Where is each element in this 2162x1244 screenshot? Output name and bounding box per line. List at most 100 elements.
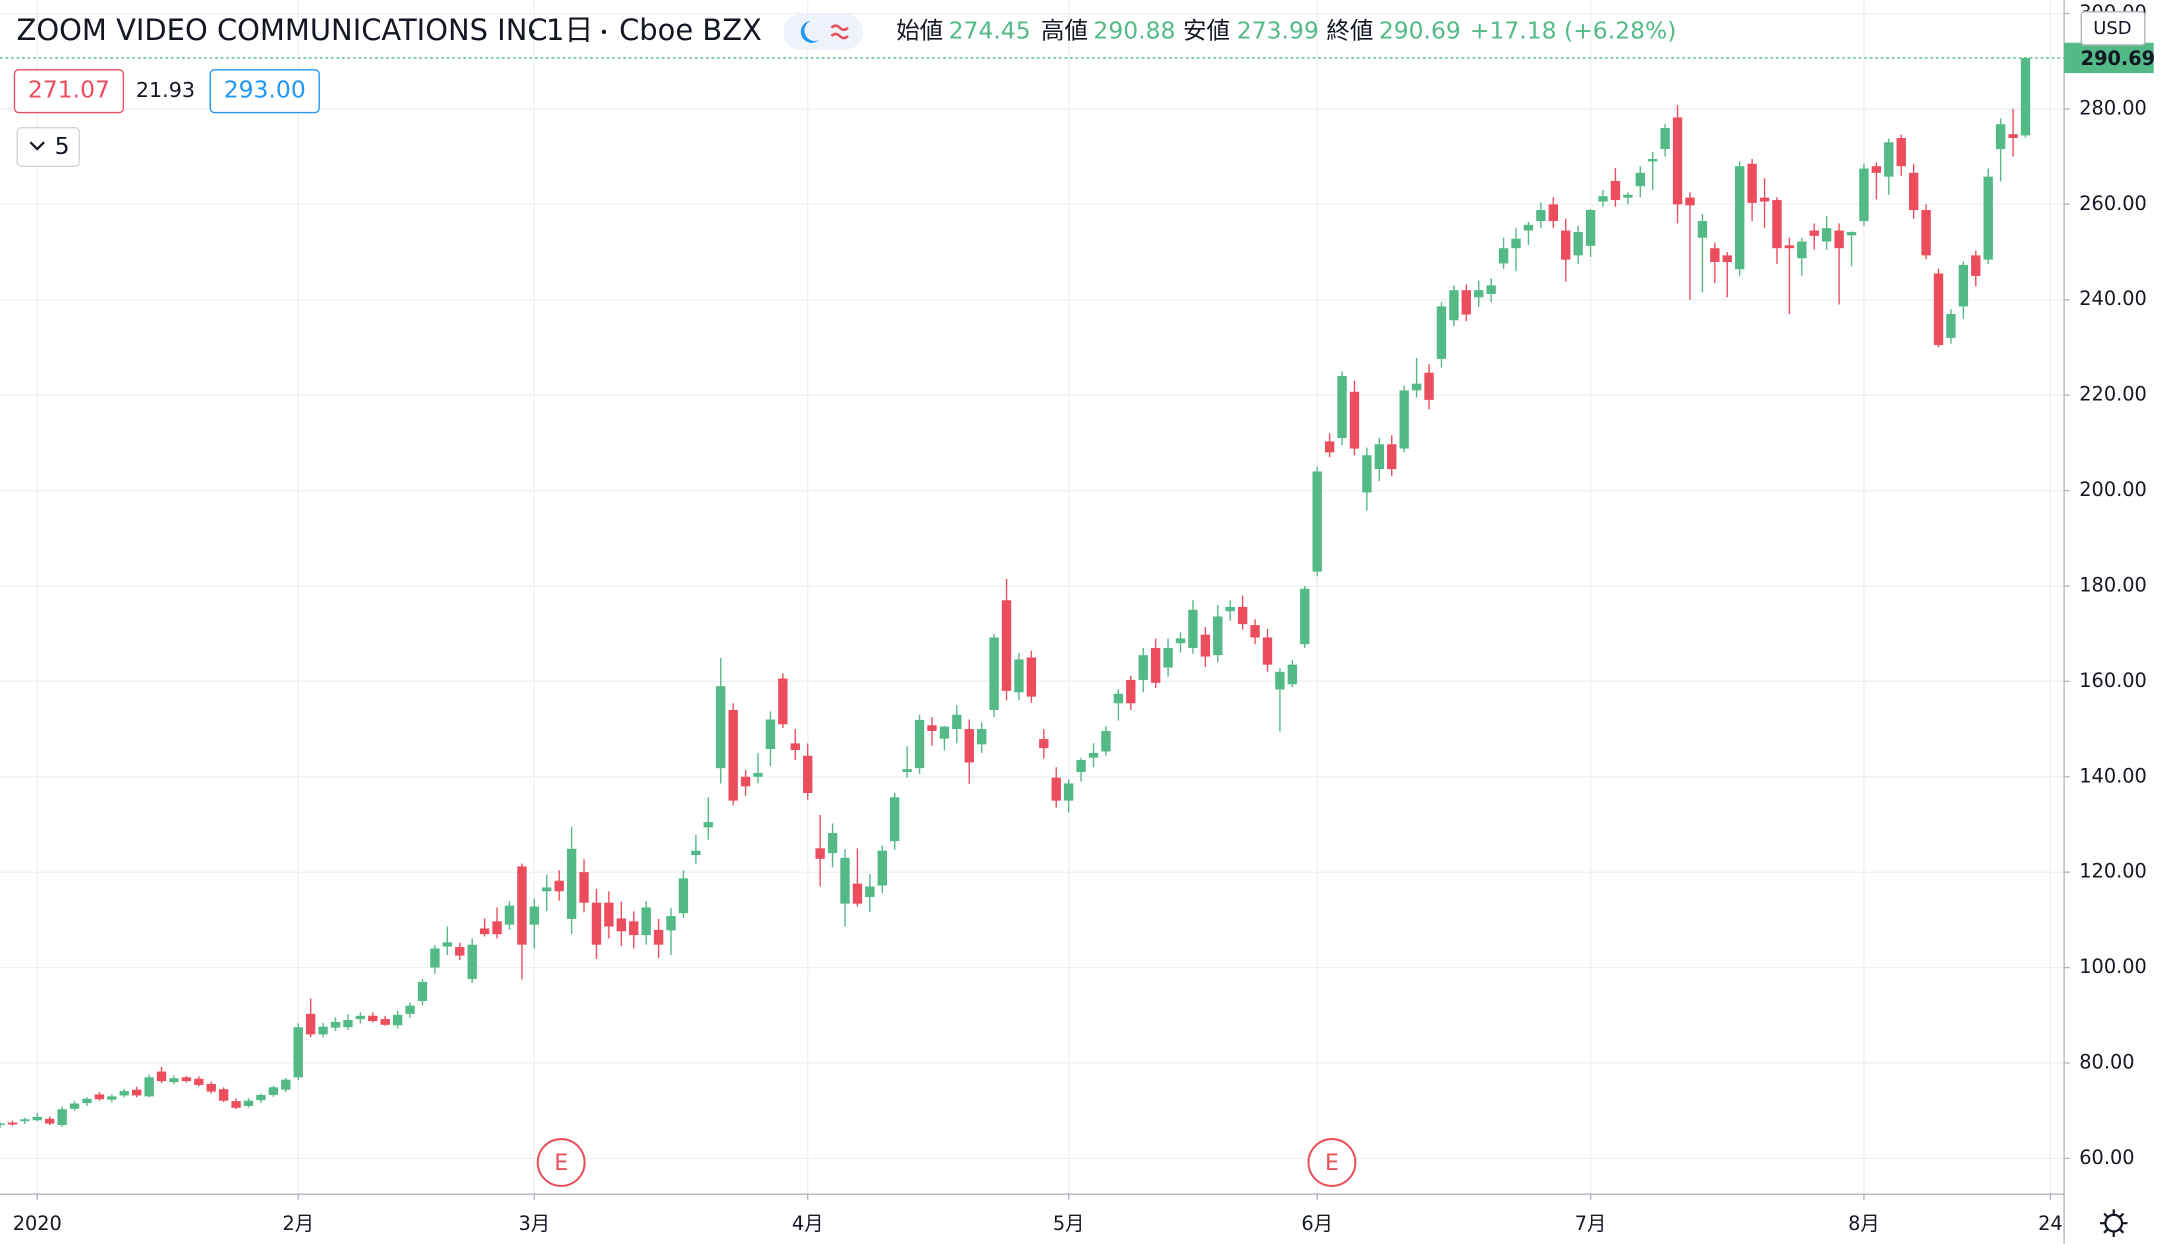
candle-body [417, 981, 428, 1001]
y-tick-label: 260.00 [2079, 192, 2147, 215]
earnings-marker[interactable] [1307, 1138, 1357, 1187]
candle-body [1598, 196, 1608, 202]
candle-body [107, 1096, 117, 1100]
header: ZOOM VIDEO COMMUNICATIONS INC 1日 Cboe BZ… [13, 13, 1677, 167]
separator [601, 29, 607, 35]
candle-body [1113, 693, 1124, 704]
candle-body [492, 921, 502, 935]
last-price-tag [2064, 42, 2154, 74]
candle-body [1300, 588, 1310, 645]
candle-body [1710, 248, 1720, 263]
candle-body [542, 887, 552, 892]
buy-button[interactable] [209, 69, 320, 114]
candle-body [1001, 600, 1012, 691]
candle-body [330, 1021, 341, 1028]
y-tick-label: 280.00 [2079, 96, 2147, 119]
candle-body [716, 686, 726, 769]
candle-body [1573, 231, 1583, 256]
x-tick-label: 7月 [1575, 1212, 1607, 1235]
ohlc-label: 安値 [1183, 16, 1230, 44]
candle-body [964, 729, 974, 763]
sell-button[interactable] [13, 69, 125, 114]
candle-body [815, 848, 825, 859]
candle-body [1797, 241, 1807, 259]
candle-body [1722, 255, 1732, 263]
candle-body [380, 1019, 390, 1025]
candle-body [591, 902, 602, 945]
candle-body [1076, 760, 1086, 772]
candle-body [268, 1087, 279, 1095]
candle-body [144, 1077, 154, 1097]
candle-body [1039, 739, 1049, 749]
candle-body [1660, 127, 1670, 149]
earnings-marker[interactable] [536, 1138, 586, 1187]
candle-body [194, 1078, 204, 1085]
separator [530, 29, 535, 35]
candle-body [1971, 255, 1981, 276]
x-tick-label: 2月 [282, 1212, 314, 1235]
y-tick-label: 180.00 [2079, 573, 2147, 596]
x-tick-label: 8月 [1848, 1212, 1880, 1235]
candle-body [554, 880, 564, 892]
ohlc-value: 290.69 [1379, 16, 1461, 44]
y-tick-label: 220.00 [2079, 383, 2147, 406]
currency-label: USD [2093, 18, 2131, 39]
candle-body [1188, 609, 1198, 648]
candle-body [803, 755, 813, 793]
candle-body [952, 714, 962, 730]
bid: 271.07 [28, 76, 110, 104]
y-tick-label: 140.00 [2079, 764, 2147, 787]
bar-count: 5 [55, 132, 70, 160]
candle-body [405, 1005, 415, 1014]
candle-body [1051, 777, 1061, 801]
candle-body [1884, 142, 1894, 177]
candle-body [1623, 194, 1633, 198]
y-tick-label: 240.00 [2079, 287, 2147, 310]
candle-body [1747, 163, 1757, 203]
candle-body [666, 916, 676, 931]
candle-body [430, 948, 440, 968]
settings-button[interactable] [2099, 1209, 2128, 1237]
candle-body [1449, 290, 1459, 321]
candle-body [1225, 606, 1235, 612]
ohlc-value: 273.99 [1237, 16, 1319, 44]
candle-body [1585, 210, 1596, 246]
candle-body [939, 726, 950, 739]
candle-body [1498, 248, 1509, 264]
y-tick-label: 200.00 [2079, 478, 2147, 501]
status-pill[interactable] [783, 13, 864, 50]
candle-body [1474, 290, 1484, 298]
candle-body [0, 1123, 5, 1125]
candle-body [1536, 210, 1546, 222]
candle-body [1063, 783, 1074, 801]
candle-body [305, 1013, 316, 1035]
candle-body [392, 1014, 403, 1026]
candle-body [1610, 180, 1621, 201]
candle-body [293, 1027, 303, 1078]
candle-body [1175, 638, 1186, 644]
change: +17.18 (+6.28%) [1470, 16, 1677, 44]
candle-body [82, 1098, 92, 1104]
candle-body [20, 1119, 30, 1122]
candle-body [579, 872, 589, 903]
x-tick-label: 3月 [519, 1212, 551, 1235]
candle-body [479, 928, 490, 935]
candle-body [455, 947, 465, 956]
candles [0, 57, 2031, 1129]
candle-body [1896, 138, 1906, 167]
candle-body [57, 1109, 67, 1125]
candle-body [1561, 230, 1571, 260]
candle-body [728, 709, 738, 801]
candle-body [355, 1015, 366, 1020]
candle-body [1026, 657, 1037, 697]
exchange: Cboe BZX [619, 13, 762, 47]
y-tick-label: 100.00 [2079, 955, 2147, 978]
candle-body [1685, 197, 1695, 206]
collapse-button[interactable] [16, 127, 80, 167]
candle-body [865, 886, 875, 897]
candle-body [1324, 441, 1335, 453]
candle-body [318, 1026, 328, 1035]
ohlc-label: 高値 [1041, 16, 1088, 44]
candle-body [1871, 166, 1882, 173]
